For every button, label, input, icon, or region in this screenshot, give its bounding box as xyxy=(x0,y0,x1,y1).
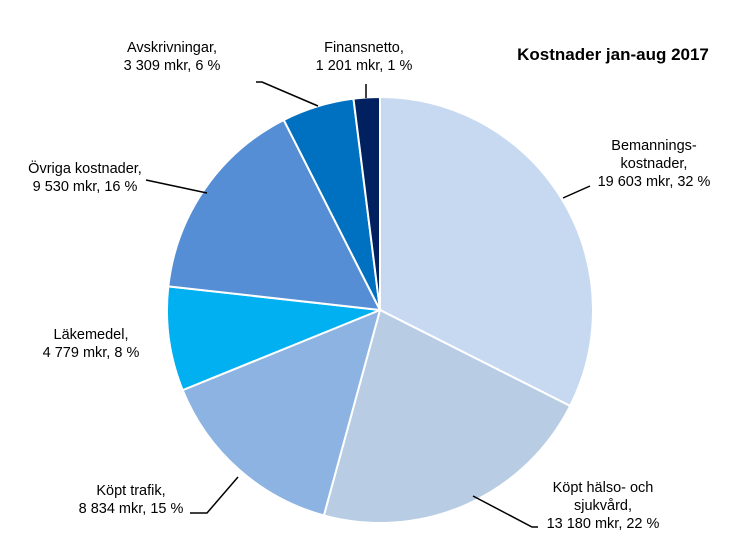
slice-label-line: Bemannings- xyxy=(611,138,697,154)
slice-label: Köpt hälso- och sjukvård, 13 180 mkr, 22 % xyxy=(547,480,660,532)
pie-slice xyxy=(379,95,594,408)
slice-label: Köpt trafik, 8 834 mkr, 15 % xyxy=(79,483,184,517)
slice-label-line: 9 530 mkr, 16 % xyxy=(33,179,138,195)
leader-line xyxy=(562,185,591,199)
leader-line xyxy=(190,476,239,514)
leader-line xyxy=(145,179,208,194)
pie-slice xyxy=(167,118,382,312)
slice-label-line: Avskrivningar, xyxy=(127,40,217,56)
leader-line xyxy=(472,495,538,528)
pie-slice xyxy=(181,308,382,517)
slice-label-line: 4 779 mkr, 8 % xyxy=(43,345,140,361)
pie-slice xyxy=(165,285,381,392)
leader-line xyxy=(256,81,319,107)
slice-label-line: Finansnetto, xyxy=(324,40,404,56)
slice-label-line: 8 834 mkr, 15 % xyxy=(79,501,184,517)
slice-labels: Bemannings-kostnader, 19 603 mkr, 32 % Köp… xyxy=(28,40,710,532)
pie-slices xyxy=(165,95,594,524)
slice-label-line: Köpt hälso- och xyxy=(553,480,654,496)
slice-label-line: 19 603 mkr, 32 % xyxy=(598,174,711,190)
slice-label: Avskrivningar, 3 309 mkr, 6 % xyxy=(124,40,221,74)
slice-label-line: kostnader, xyxy=(621,156,688,172)
slice-label-line: sjukvård, xyxy=(574,498,632,514)
chart-title: Kostnader jan-aug 2017 xyxy=(517,45,709,64)
slice-label-line: Övriga kostnader, xyxy=(28,159,142,177)
slice-label: Läkemedel, 4 779 mkr, 8 % xyxy=(43,327,140,361)
leader-lines xyxy=(145,81,591,528)
slice-label: Finansnetto, 1 201 mkr, 1 % xyxy=(316,40,413,74)
slice-label-line: Köpt trafik, xyxy=(96,483,165,499)
pie-slice xyxy=(322,308,572,524)
slice-label: Bemannings-kostnader, 19 603 mkr, 32 % xyxy=(598,138,711,190)
slice-label-line: 1 201 mkr, 1 % xyxy=(316,58,413,74)
slice-label-line: 3 309 mkr, 6 % xyxy=(124,58,221,74)
slice-label: Övriga kostnader, 9 530 mkr, 16 % xyxy=(28,159,142,195)
slice-label-line: 13 180 mkr, 22 % xyxy=(547,516,660,532)
slice-label-line: Läkemedel, xyxy=(54,327,129,343)
